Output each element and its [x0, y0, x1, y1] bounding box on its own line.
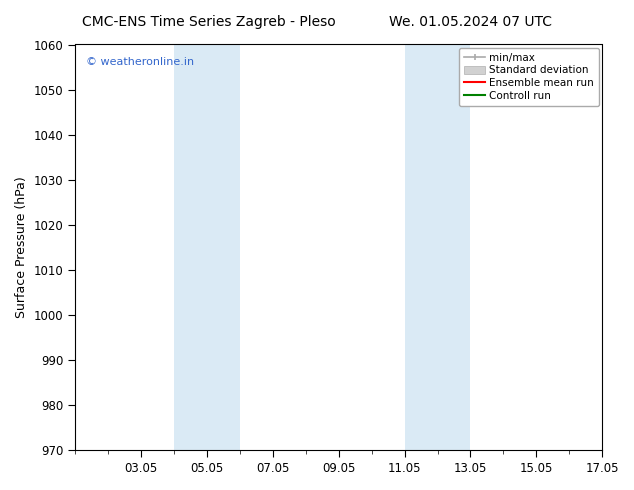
Y-axis label: Surface Pressure (hPa): Surface Pressure (hPa) — [15, 176, 28, 318]
Text: We. 01.05.2024 07 UTC: We. 01.05.2024 07 UTC — [389, 15, 552, 29]
Text: © weatheronline.in: © weatheronline.in — [86, 57, 194, 67]
Legend: min/max, Standard deviation, Ensemble mean run, Controll run: min/max, Standard deviation, Ensemble me… — [459, 48, 599, 106]
Text: CMC-ENS Time Series Zagreb - Pleso: CMC-ENS Time Series Zagreb - Pleso — [82, 15, 336, 29]
Bar — [174, 45, 240, 450]
Bar — [404, 45, 470, 450]
